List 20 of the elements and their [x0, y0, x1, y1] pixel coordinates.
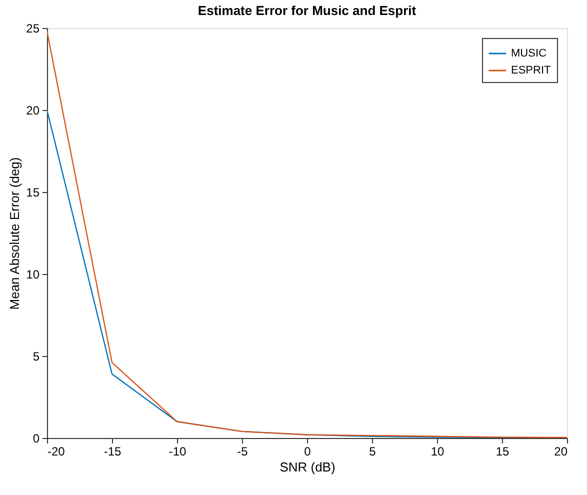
y-tick-label: 20	[26, 104, 40, 118]
x-tick-label: -20	[48, 444, 66, 458]
y-tick-label: 0	[32, 432, 40, 446]
x-tick-label: 10	[430, 444, 444, 458]
x-axis-title: SNR (dB)	[280, 460, 336, 474]
x-tick-label: 0	[304, 444, 312, 458]
x-tick-label: -5	[237, 444, 248, 458]
y-tick-label: 5	[32, 350, 40, 364]
y-tick-label: 10	[26, 268, 40, 282]
x-tick-label: 5	[369, 444, 376, 458]
x-tick-label: -15	[104, 444, 122, 458]
chart-title: Estimate Error for Music and Esprit	[198, 3, 417, 18]
y-axis-title: Mean Absolute Error (deg)	[7, 157, 22, 310]
x-tick-label: -10	[168, 444, 186, 458]
y-tick-label: 15	[26, 186, 40, 200]
legend-label: MUSIC	[511, 48, 546, 60]
x-tick-label: 15	[496, 444, 510, 458]
x-tick-label: 20	[554, 444, 568, 458]
legend-label: ESPRIT	[511, 64, 552, 76]
y-tick-label: 25	[26, 22, 40, 36]
